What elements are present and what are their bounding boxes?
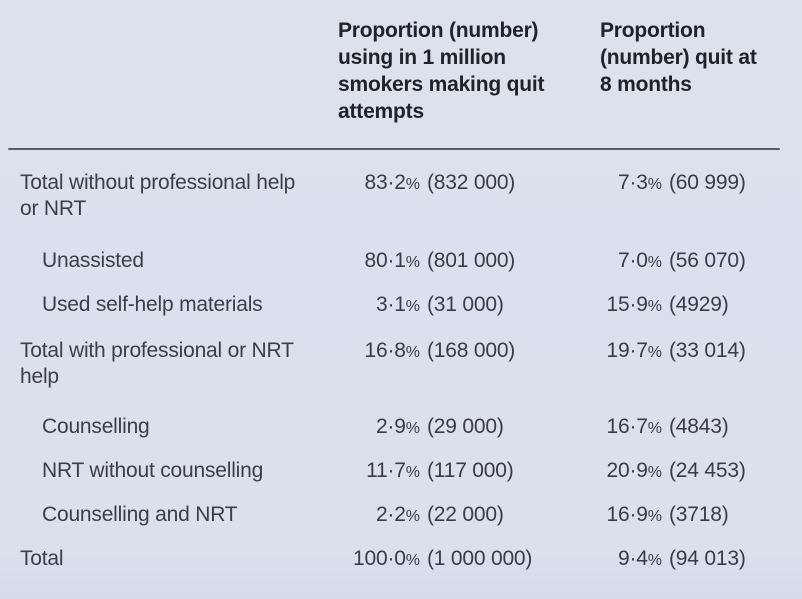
quit-value: 19·7% (33 014) — [606, 339, 746, 362]
quit-value: 9·4% (94 013) — [618, 547, 746, 570]
table-row: Unassisted 80·1% (801 000) 7·0% (56 070) — [0, 240, 802, 284]
row-label: Counselling and NRT — [42, 503, 238, 526]
header-empty-cell — [20, 17, 338, 125]
percent-sign: % — [647, 464, 662, 481]
uses-value: 100·0% (1 000 000) — [353, 547, 533, 570]
table-row-total: Total 100·0% (1 000 000) 9·4% (94 013) — [0, 538, 802, 582]
uses-value: 16·8% (168 000) — [364, 339, 516, 362]
percent-sign: % — [405, 254, 420, 271]
percent-sign: % — [405, 464, 420, 481]
header-col-quit: Proportion (number) quit at 8 months — [600, 19, 757, 96]
percent-sign: % — [405, 176, 420, 193]
percent-sign: % — [647, 298, 662, 315]
quit-value: 15·9% (4929) — [606, 293, 729, 316]
table-body: Total without professional help or NRT 8… — [0, 150, 802, 582]
header-divider — [8, 148, 780, 150]
quit-value: 16·7% (4843) — [606, 415, 729, 438]
row-label: Total — [20, 547, 64, 570]
percent-sign: % — [647, 176, 662, 193]
row-label: NRT without counselling — [42, 459, 264, 482]
uses-value: 3·1% (31 000) — [376, 293, 504, 316]
uses-value: 2·2% (22 000) — [376, 503, 504, 526]
row-label: Counselling — [42, 415, 150, 438]
uses-value: 83·2% (832 000) — [364, 171, 516, 194]
table-row: Total without professional help or NRT 8… — [0, 150, 802, 222]
percent-sign: % — [647, 254, 662, 271]
table-row: Total with professional or NRT help 16·8… — [0, 328, 802, 390]
percent-sign: % — [405, 420, 420, 437]
percent-sign: % — [405, 508, 420, 525]
quit-value: 7·3% (60 999) — [618, 171, 746, 194]
table-header-row: Proportion (number) using in 1 million s… — [0, 0, 802, 125]
percent-sign: % — [647, 552, 662, 569]
table-row: Counselling and NRT 2·2% (22 000) 16·9% (3… — [0, 494, 802, 538]
quit-value: 7·0% (56 070) — [618, 249, 746, 272]
percent-sign: % — [647, 344, 662, 361]
percent-sign: % — [405, 344, 420, 361]
percent-sign: % — [405, 552, 420, 569]
table-row: Counselling 2·9% (29 000) 16·7% (4843) — [0, 406, 802, 450]
uses-value: 11·7% (117 000) — [366, 459, 514, 482]
row-label: Total without professional help or NRT — [20, 171, 296, 220]
percent-sign: % — [647, 420, 662, 437]
uses-value: 80·1% (801 000) — [364, 249, 516, 272]
table-row: Used self-help materials 3·1% (31 000) 15… — [0, 284, 802, 328]
quit-value: 20·9% (24 453) — [606, 459, 746, 482]
quit-value: 16·9% (3718) — [606, 503, 729, 526]
percent-sign: % — [405, 298, 420, 315]
header-col-uses: Proportion (number) using in 1 million s… — [338, 19, 545, 123]
table-row: NRT without counselling 11·7% (117 000) 2… — [0, 450, 802, 494]
percent-sign: % — [647, 508, 662, 525]
row-label: Unassisted — [42, 249, 144, 272]
uses-value: 2·9% (29 000) — [376, 415, 504, 438]
row-label: Used self-help materials — [42, 293, 263, 316]
row-label: Total with professional or NRT help — [20, 339, 294, 388]
